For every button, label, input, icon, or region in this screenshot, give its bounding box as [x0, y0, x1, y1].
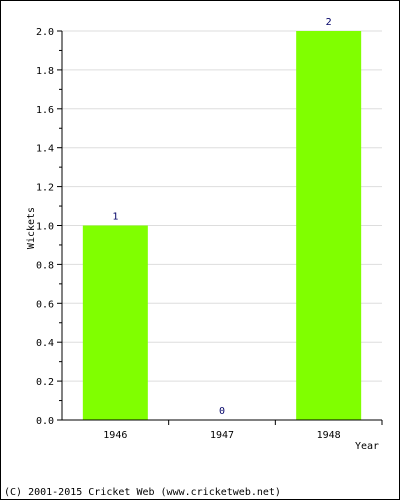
data-label: 1 — [112, 212, 118, 223]
y-tick-label: 0.6 — [36, 299, 54, 310]
y-tick-label: 0.8 — [36, 260, 54, 271]
y-tick-label: 0.4 — [36, 338, 54, 349]
y-tick-label: 0.0 — [36, 416, 54, 427]
x-tick-label: 1947 — [210, 430, 234, 441]
x-tick-label: 1946 — [103, 430, 127, 441]
bar — [296, 31, 362, 420]
y-tick-label: 0.2 — [36, 377, 54, 388]
y-tick-label: 1.8 — [36, 66, 54, 77]
x-axis-title: Year — [355, 441, 379, 452]
copyright-text: (C) 2001-2015 Cricket Web (www.cricketwe… — [4, 487, 281, 498]
y-tick-label: 1.4 — [36, 144, 54, 155]
data-label: 2 — [326, 17, 332, 28]
bar — [82, 225, 148, 420]
labels: 0.0 0.2 0.4 0.6 0.8 1.0 1.2 1.4 1.6 1.8 2.0 1 1946 0 1… — [36, 17, 341, 441]
y-tick-label: 1.0 — [36, 222, 54, 233]
y-tick-label: 1.2 — [36, 183, 54, 194]
axes — [57, 30, 383, 425]
bars — [82, 31, 362, 420]
y-tick-label: 1.6 — [36, 105, 54, 116]
y-axis-title: Wickets — [26, 207, 37, 249]
y-tick-label: 2.0 — [36, 27, 54, 38]
x-tick-label: 1948 — [317, 430, 341, 441]
data-label: 0 — [219, 406, 225, 417]
